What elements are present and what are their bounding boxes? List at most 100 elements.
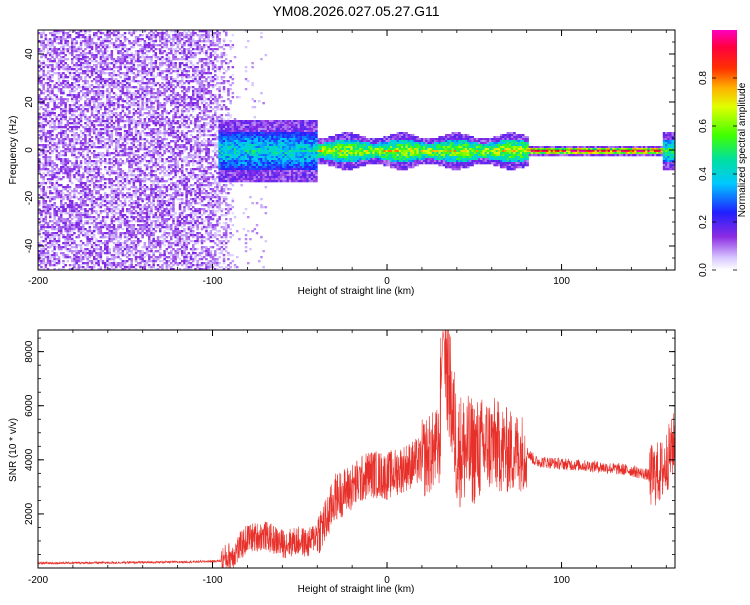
heatmap-cell: [93, 256, 96, 259]
heatmap-cell: [44, 164, 48, 167]
heatmap-cell: [88, 138, 92, 141]
heatmap-cell: [99, 136, 103, 139]
heatmap-cell: [68, 104, 72, 107]
heatmap-cell: [152, 68, 155, 71]
heatmap-cell: [165, 112, 169, 115]
heatmap-cell: [106, 242, 109, 245]
heatmap-cell: [84, 32, 87, 35]
heatmap-cell: [84, 188, 87, 191]
heatmap-cell: [152, 202, 155, 205]
heatmap-cell: [148, 132, 151, 135]
heatmap-cell: [44, 256, 48, 259]
heatmap-cell: [119, 76, 122, 79]
heatmap-cell: [132, 154, 136, 157]
heatmap-cell: [134, 176, 138, 179]
heatmap-cell: [38, 88, 41, 91]
heatmap-cell: [112, 208, 116, 211]
heatmap-cell: [95, 114, 98, 117]
heatmap-cell: [128, 124, 131, 127]
heatmap-cell: [95, 176, 98, 179]
heatmap-cell: [126, 160, 129, 163]
heatmap-cell: [64, 82, 67, 85]
heatmap-cell: [84, 256, 87, 259]
heatmap-cell: [73, 50, 76, 53]
heatmap-cell: [154, 116, 158, 119]
heatmap-cell: [139, 214, 142, 217]
heatmap-cell: [53, 210, 56, 213]
heatmap-cell: [141, 230, 144, 233]
heatmap-cell: [95, 192, 98, 195]
heatmap-cell: [139, 64, 142, 67]
heatmap-cell: [86, 116, 89, 119]
heatmap-cell: [49, 182, 52, 185]
heatmap-cell: [88, 194, 92, 197]
heatmap-cell: [95, 172, 98, 175]
heatmap-cell: [117, 52, 120, 55]
heatmap-cell: [97, 152, 100, 155]
heatmap-cell: [156, 114, 160, 117]
heatmap-cell: [64, 194, 67, 197]
heatmap-cell: [62, 144, 65, 147]
heatmap-cell: [93, 86, 96, 89]
heatmap-cell: [181, 264, 184, 267]
heatmap-cell: [97, 166, 100, 169]
heatmap-cell: [60, 232, 63, 235]
heatmap-cell: [51, 68, 54, 71]
heatmap-cell: [112, 164, 116, 167]
heatmap-cell: [159, 84, 162, 87]
heatmap-cell: [46, 64, 50, 67]
heatmap-cell: [112, 250, 116, 253]
heatmap-cell: [77, 126, 81, 129]
heatmap-cell: [51, 74, 54, 77]
heatmap-cell: [101, 104, 105, 107]
heatmap-cell: [161, 160, 164, 163]
heatmap-cell: [115, 170, 118, 173]
heatmap-cell: [57, 262, 61, 265]
heatmap-cell: [64, 188, 67, 191]
heatmap-cell: [46, 252, 50, 255]
heatmap-cell: [154, 36, 158, 39]
heatmap-cell: [119, 144, 122, 147]
heatmap-cell: [132, 208, 136, 211]
heatmap-cell: [53, 86, 56, 89]
heatmap-cell: [44, 36, 48, 39]
heatmap-cell: [73, 202, 76, 205]
heatmap-cell: [178, 86, 182, 89]
heatmap-cell: [134, 134, 138, 137]
heatmap-cell: [110, 172, 114, 175]
heatmap-cell: [51, 122, 54, 125]
heatmap-cell: [110, 186, 114, 189]
heatmap-cell: [77, 244, 81, 247]
heatmap-cell: [161, 260, 164, 263]
heatmap-cell: [119, 176, 122, 179]
heatmap-cell: [132, 46, 136, 49]
heatmap-cell: [64, 42, 67, 45]
heatmap-cell: [108, 92, 111, 95]
heatmap-cell: [66, 236, 70, 239]
heatmap-cell: [44, 226, 48, 229]
heatmap-cell: [38, 102, 41, 105]
heatmap-cell: [141, 220, 144, 223]
heatmap-cell: [42, 204, 45, 207]
heatmap-cell: [178, 180, 182, 183]
heatmap-cell: [110, 120, 114, 123]
heatmap-cell: [181, 108, 184, 111]
heatmap-cell: [110, 118, 114, 121]
heatmap-cell: [57, 78, 61, 81]
heatmap-cell: [170, 124, 173, 127]
heatmap-cell: [46, 88, 50, 91]
heatmap-cell: [148, 124, 151, 127]
heatmap-cell: [62, 222, 65, 225]
heatmap-cell: [86, 192, 89, 195]
heatmap-cell: [99, 198, 103, 201]
heatmap-cell: [79, 136, 83, 139]
heatmap-cell: [178, 114, 182, 117]
heatmap-cell: [167, 132, 171, 135]
heatmap-cell: [55, 232, 59, 235]
heatmap-cell: [123, 232, 127, 235]
heatmap-cell: [167, 52, 171, 55]
heatmap-cell: [150, 244, 153, 247]
heatmap-cell: [174, 36, 177, 39]
heatmap-cell: [93, 64, 96, 67]
heatmap-cell: [101, 154, 105, 157]
